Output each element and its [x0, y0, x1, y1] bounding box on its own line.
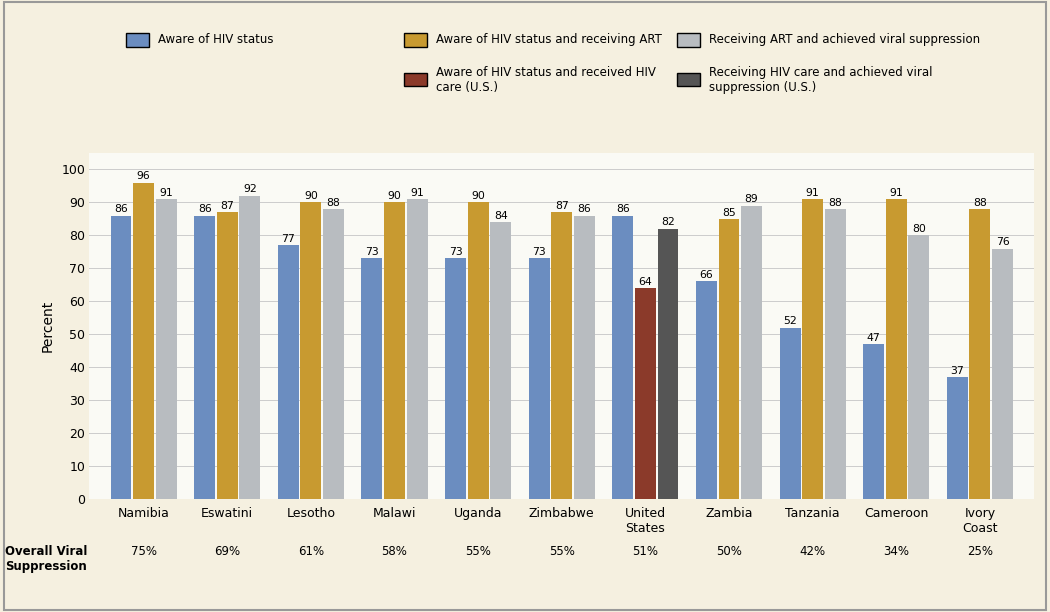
Text: 69%: 69%	[214, 545, 240, 558]
Bar	[490, 222, 511, 499]
Text: 91: 91	[411, 188, 424, 198]
Y-axis label: Percent: Percent	[40, 300, 55, 352]
Bar	[612, 215, 633, 499]
Text: 85: 85	[722, 207, 736, 217]
Bar	[467, 203, 488, 499]
Text: 88: 88	[327, 198, 340, 207]
Bar	[635, 288, 656, 499]
Bar	[216, 212, 237, 499]
Bar	[384, 203, 405, 499]
Bar	[278, 245, 299, 499]
Text: 90: 90	[471, 191, 485, 201]
Text: 61%: 61%	[298, 545, 324, 558]
Bar	[779, 327, 800, 499]
Text: 88: 88	[828, 198, 842, 207]
Bar	[194, 215, 215, 499]
Bar	[133, 182, 154, 499]
Text: 88: 88	[973, 198, 987, 207]
Text: 91: 91	[805, 188, 819, 198]
Text: 87: 87	[554, 201, 569, 211]
Bar	[969, 209, 990, 499]
Text: 89: 89	[744, 195, 758, 204]
Text: 64: 64	[638, 277, 652, 286]
Text: 50%: 50%	[716, 545, 742, 558]
Bar	[445, 258, 466, 499]
Bar	[551, 212, 572, 499]
Bar	[657, 229, 678, 499]
Text: 58%: 58%	[381, 545, 407, 558]
Bar	[239, 196, 260, 499]
Text: 51%: 51%	[632, 545, 658, 558]
Text: 91: 91	[889, 188, 903, 198]
Text: Receiving HIV care and achieved viral
suppression (U.S.): Receiving HIV care and achieved viral su…	[709, 65, 932, 94]
Text: 55%: 55%	[465, 545, 491, 558]
Text: 77: 77	[281, 234, 295, 244]
Text: 86: 86	[578, 204, 591, 214]
Text: Overall Viral
Suppression: Overall Viral Suppression	[5, 545, 87, 573]
Bar	[529, 258, 549, 499]
Text: 91: 91	[160, 188, 173, 198]
Text: 25%: 25%	[967, 545, 993, 558]
Bar	[908, 236, 929, 499]
Text: 75%: 75%	[130, 545, 156, 558]
Bar	[863, 344, 884, 499]
Text: 34%: 34%	[883, 545, 909, 558]
Bar	[992, 248, 1013, 499]
Text: 92: 92	[243, 184, 256, 195]
Text: 90: 90	[303, 191, 318, 201]
Text: 82: 82	[662, 217, 675, 228]
Bar	[947, 377, 968, 499]
Text: Aware of HIV status: Aware of HIV status	[158, 33, 273, 47]
Bar	[110, 215, 131, 499]
Text: 86: 86	[114, 204, 128, 214]
Bar	[886, 199, 907, 499]
Text: 37: 37	[950, 365, 964, 376]
Text: 52: 52	[783, 316, 797, 326]
Text: Aware of HIV status and receiving ART: Aware of HIV status and receiving ART	[436, 33, 662, 47]
Bar	[718, 219, 739, 499]
Text: 55%: 55%	[549, 545, 574, 558]
Text: 80: 80	[911, 224, 926, 234]
Bar	[574, 215, 594, 499]
Text: 86: 86	[616, 204, 630, 214]
Text: 47: 47	[867, 333, 881, 343]
Text: 90: 90	[387, 191, 401, 201]
Text: 96: 96	[136, 171, 150, 181]
Text: Aware of HIV status and received HIV
care (U.S.): Aware of HIV status and received HIV car…	[436, 65, 655, 94]
Bar	[155, 199, 176, 499]
Text: 86: 86	[197, 204, 211, 214]
Text: 66: 66	[699, 270, 713, 280]
Bar	[323, 209, 344, 499]
Bar	[824, 209, 845, 499]
Text: 87: 87	[220, 201, 234, 211]
Text: 84: 84	[494, 211, 507, 221]
Bar	[696, 282, 717, 499]
Text: 73: 73	[448, 247, 462, 257]
Text: 76: 76	[995, 237, 1009, 247]
Bar	[406, 199, 427, 499]
Text: Receiving ART and achieved viral suppression: Receiving ART and achieved viral suppres…	[709, 33, 980, 47]
Bar	[300, 203, 321, 499]
Bar	[741, 206, 762, 499]
Bar	[361, 258, 382, 499]
Text: 73: 73	[365, 247, 379, 257]
Text: 42%: 42%	[799, 545, 825, 558]
Bar	[802, 199, 823, 499]
Text: 73: 73	[532, 247, 546, 257]
